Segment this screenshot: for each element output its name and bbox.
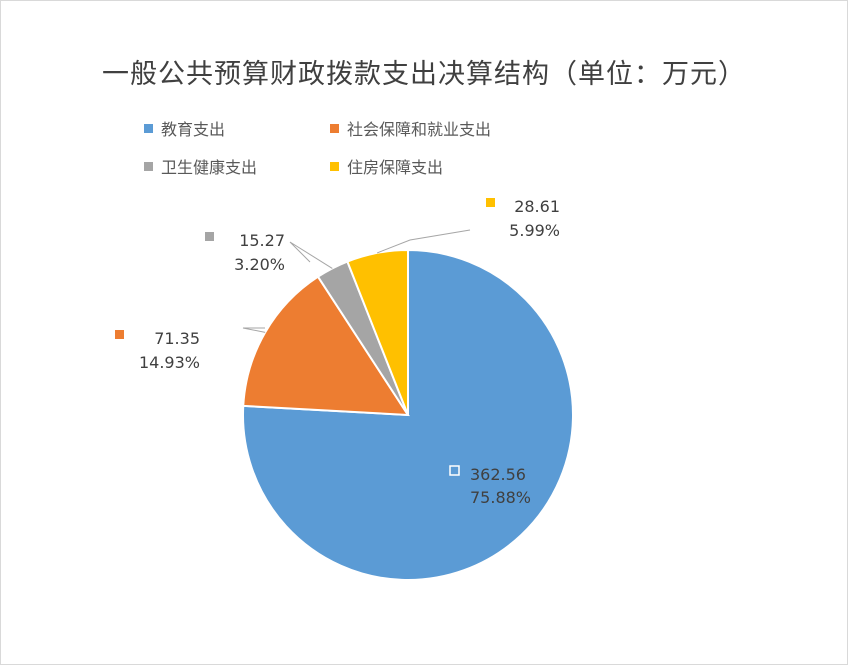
legend-label: 住房保障支出 bbox=[347, 158, 444, 177]
pie-slice-0 bbox=[242, 248, 574, 581]
pie-slice-3 bbox=[346, 248, 409, 416]
data-label-marker-3 bbox=[486, 198, 495, 207]
leader-line-3 bbox=[376, 229, 471, 254]
chart-title: 一般公共预算财政拨款支出决算结构（单位：万元） bbox=[102, 59, 746, 90]
legend-item-housing: 住房保障支出 bbox=[330, 155, 443, 177]
data-label-percent-3: 5.99% bbox=[509, 221, 560, 240]
leader-line-2 bbox=[289, 241, 333, 269]
legend-label: 卫生健康支出 bbox=[161, 158, 258, 177]
data-label-percent-2: 3.20% bbox=[234, 255, 285, 274]
legend-swatch bbox=[330, 123, 339, 133]
data-label-value-3: 28.61 bbox=[514, 197, 560, 216]
legend-label: 教育支出 bbox=[161, 120, 226, 139]
legend-swatch bbox=[330, 161, 339, 171]
data-label-marker-0 bbox=[449, 465, 460, 476]
data-label-percent-0: 75.88% bbox=[470, 488, 531, 507]
legend-item-social-security: 社会保障和就业支出 bbox=[330, 117, 491, 139]
data-label-percent-1: 14.93% bbox=[139, 353, 200, 372]
legend-item-education: 教育支出 bbox=[144, 117, 225, 139]
data-label-value-1: 71.35 bbox=[154, 329, 200, 348]
pie-slice-1 bbox=[242, 275, 410, 417]
legend-item-health: 卫生健康支出 bbox=[144, 155, 257, 177]
legend-label: 社会保障和就业支出 bbox=[347, 120, 492, 139]
legend-swatch bbox=[144, 123, 153, 133]
legend-swatch bbox=[144, 161, 153, 171]
data-label-value-2: 15.27 bbox=[239, 231, 285, 250]
data-label-marker-2 bbox=[205, 232, 214, 241]
data-label-marker-1 bbox=[115, 330, 124, 339]
leader-line-1 bbox=[242, 327, 266, 333]
data-label-value-0: 362.56 bbox=[470, 465, 526, 484]
